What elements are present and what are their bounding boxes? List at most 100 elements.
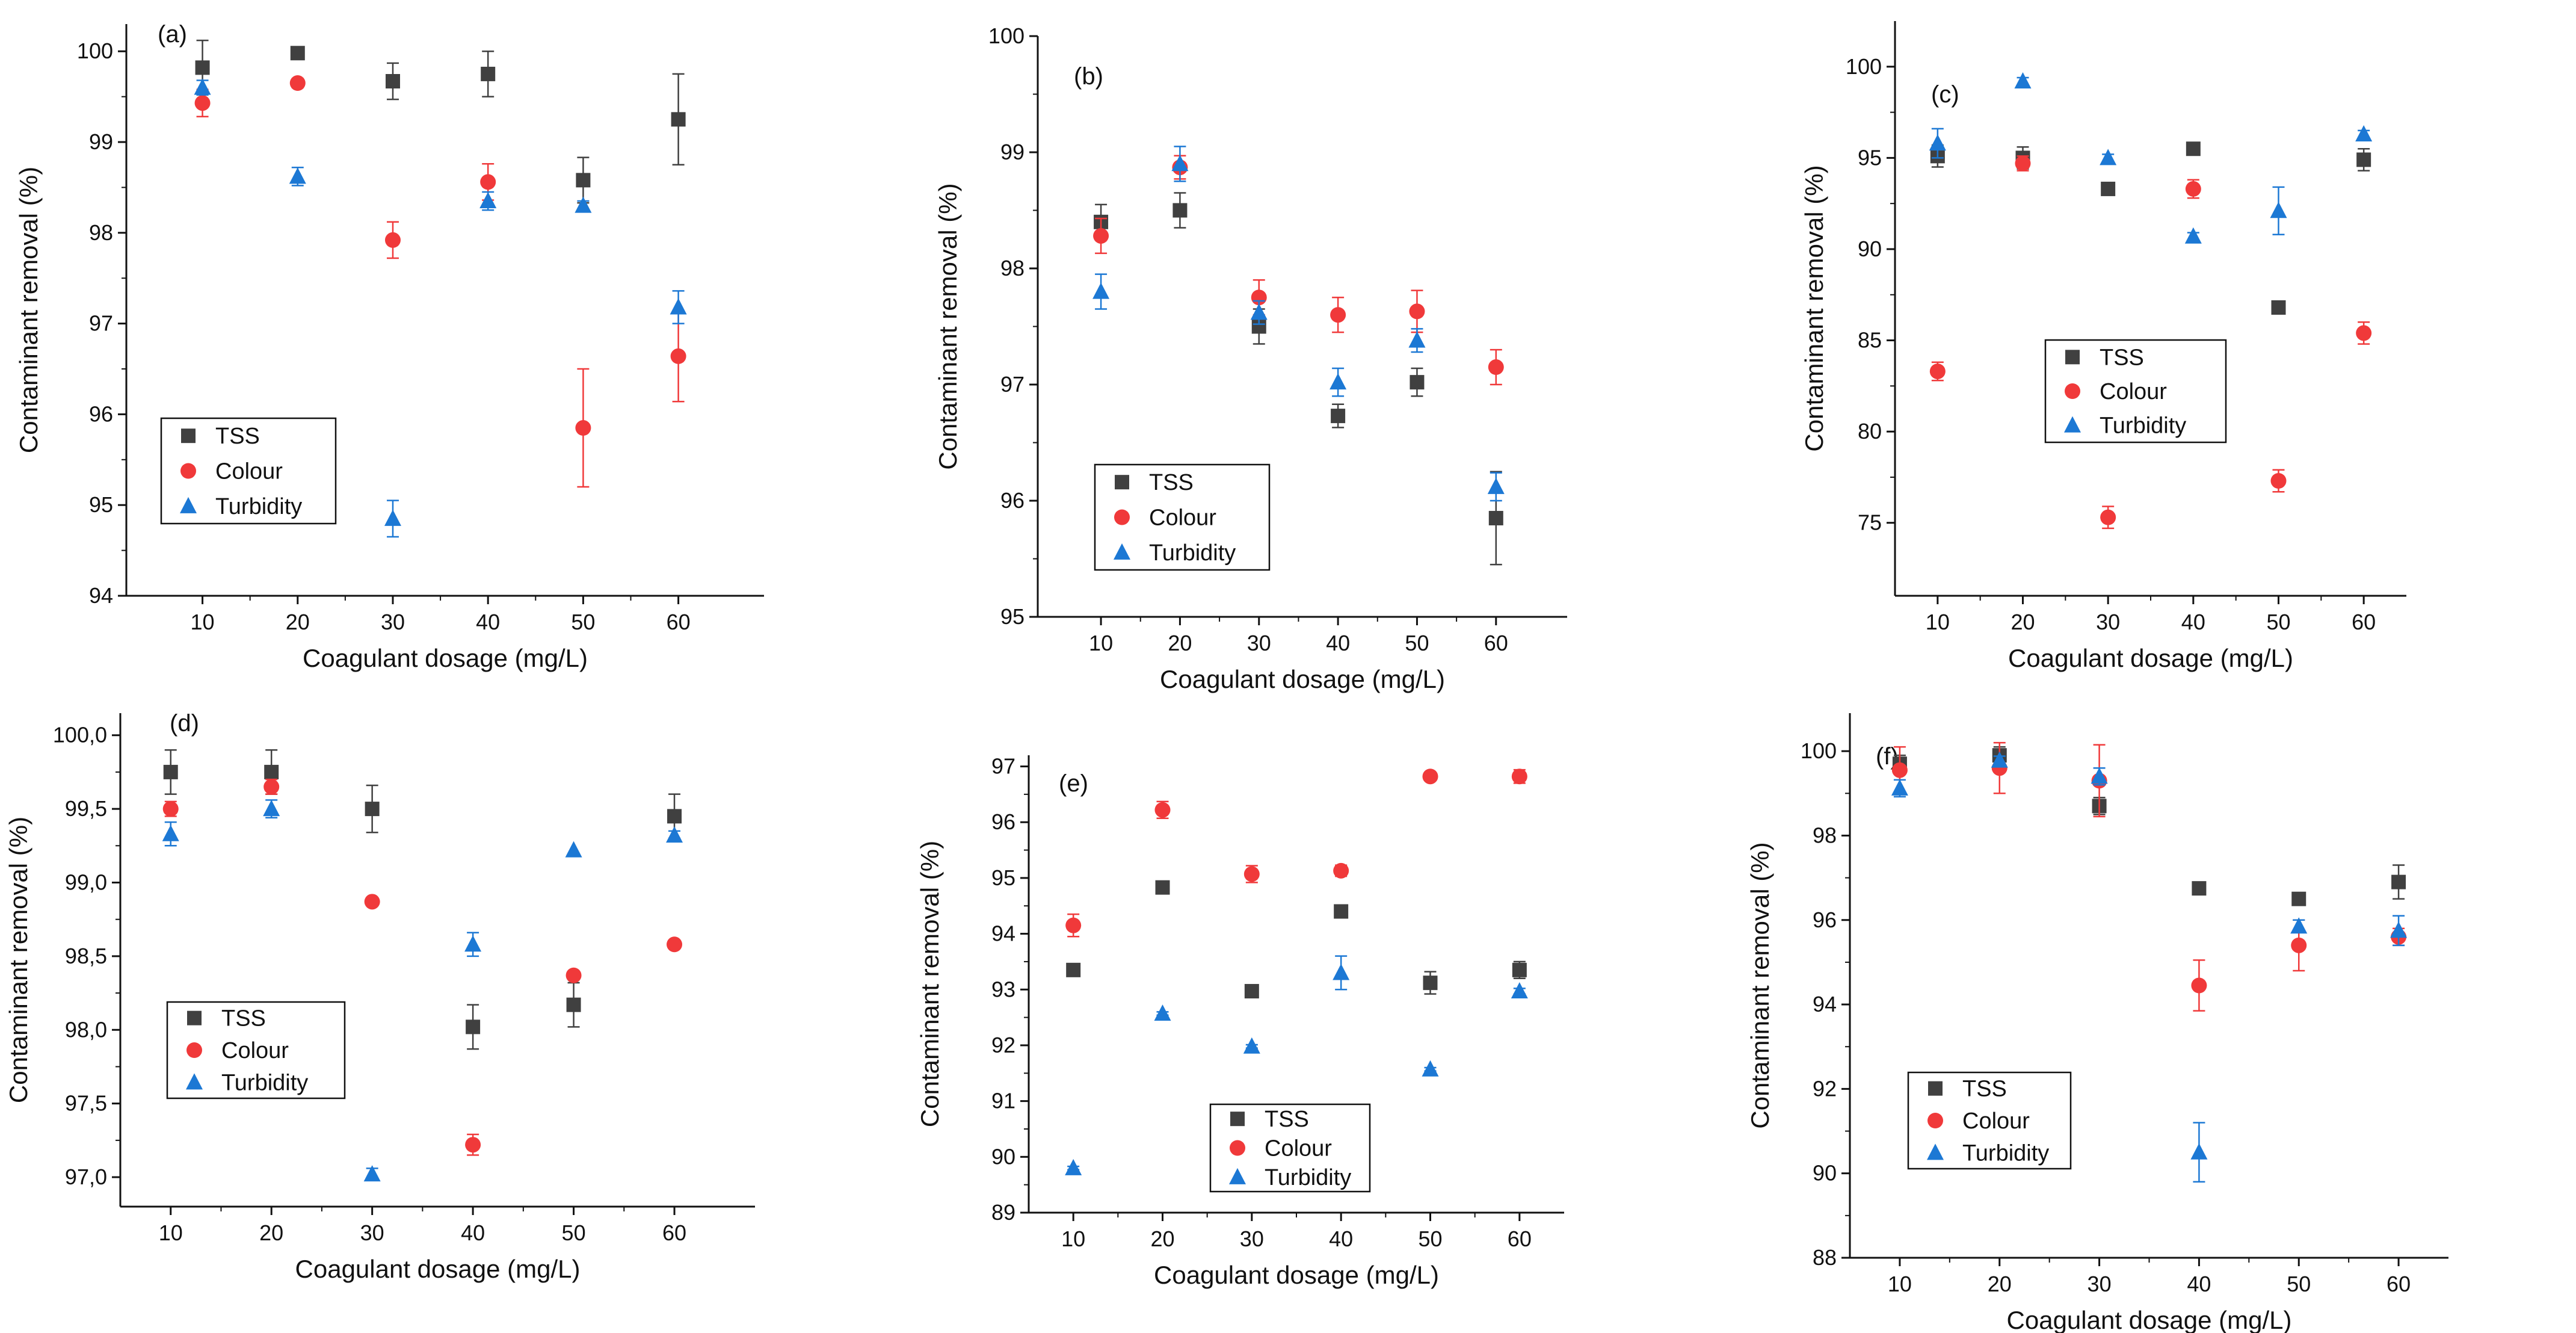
x-tick-label: 60	[1508, 1226, 1532, 1251]
x-axis-title: Coagulant dosage (mg/L)	[2008, 644, 2293, 672]
data-point-turbidity	[2290, 917, 2308, 934]
data-point-turbidity	[2014, 72, 2032, 89]
legend-marker-colour	[1927, 1113, 1943, 1128]
data-point-colour	[1093, 227, 1109, 244]
panel-label: (a)	[158, 21, 187, 48]
x-tick-label: 40	[461, 1220, 485, 1245]
data-point-colour	[2191, 977, 2207, 994]
x-tick-label: 50	[2287, 1272, 2311, 1296]
x-tick-label: 10	[1061, 1226, 1085, 1251]
data-point-colour	[2100, 509, 2116, 525]
y-tick-label: 94	[1813, 992, 1837, 1016]
data-point-colour	[2015, 155, 2031, 172]
data-point-tss	[365, 802, 380, 817]
data-point-tss	[2356, 152, 2371, 167]
legend-marker-colour	[2065, 383, 2080, 399]
data-point-tss	[1244, 984, 1259, 999]
x-tick-label: 40	[2181, 610, 2205, 634]
legend: TSS Colour Turbidity	[166, 1001, 346, 1099]
data-point-turbidity	[194, 78, 211, 95]
data-point-tss	[1423, 976, 1438, 991]
data-point-turbidity	[2091, 767, 2108, 784]
panel-label: (b)	[1074, 63, 1103, 90]
y-tick-label: 91	[991, 1089, 1015, 1113]
x-axis-title: Coagulant dosage (mg/L)	[303, 644, 588, 672]
x-axis-title: Coagulant dosage (mg/L)	[2007, 1306, 2292, 1333]
y-tick-label: 95	[991, 865, 1015, 890]
data-point-tss	[195, 60, 210, 75]
series-tss	[1892, 746, 2406, 906]
data-point-turbidity	[2100, 149, 2117, 165]
x-tick-label: 10	[1089, 631, 1113, 655]
data-point-turbidity	[1243, 1037, 1260, 1054]
x-axis-title: Coagulant dosage (mg/L)	[1160, 665, 1445, 693]
series-colour	[1093, 155, 1504, 386]
series-turbidity	[1929, 72, 2373, 244]
data-point-colour	[465, 1137, 481, 1153]
x-tick-label: 40	[2187, 1272, 2211, 1296]
x-tick-label: 20	[1988, 1272, 2012, 1296]
y-tick-label: 95	[1000, 604, 1025, 629]
y-tick-label: 95	[1858, 145, 1882, 170]
panel-a: 10 20 30 40 50 60 94 95 96 97 98 99 100 Coagulant dos…	[14, 21, 764, 672]
legend-label: TSS	[2100, 345, 2144, 370]
data-point-tss	[1155, 880, 1170, 895]
series-turbidity	[1891, 751, 2408, 1183]
y-tick-label: 98	[1000, 256, 1025, 280]
data-point-turbidity	[1250, 303, 1268, 320]
data-point-colour	[1065, 917, 1082, 933]
data-point-tss	[1066, 962, 1081, 977]
data-point-colour	[2270, 473, 2287, 489]
panel-e: 10 20 30 40 50 60 89 90 91 92 93 94 95 96 97 Coagulant …	[916, 754, 1564, 1289]
x-tick-label: 40	[1326, 631, 1350, 655]
data-point-colour	[1154, 802, 1171, 818]
data-point-turbidity	[1511, 982, 1528, 999]
data-point-turbidity	[1422, 1060, 1439, 1077]
x-tick-label: 20	[286, 610, 310, 634]
data-point-turbidity	[263, 800, 280, 817]
data-point-tss	[566, 997, 581, 1012]
data-point-turbidity	[2270, 202, 2287, 218]
data-point-turbidity	[1929, 134, 1946, 151]
legend: TSS Colour Turbidity	[160, 417, 337, 525]
x-tick-label: 10	[1926, 610, 1950, 634]
y-tick-label: 96	[1813, 908, 1837, 932]
y-tick-label: 90	[1858, 237, 1882, 261]
y-tick-label: 98	[1813, 823, 1837, 847]
x-tick-label: 20	[259, 1220, 283, 1245]
series-turbidity	[1092, 146, 1505, 502]
x-tick-label: 40	[476, 610, 500, 634]
panel-d: 10 20 30 40 50 60 97,0 97,5 98,0 98,5 99,0 99,5 100,…	[4, 710, 755, 1283]
legend-label: Turbidity	[221, 1070, 308, 1095]
y-tick-label: 85	[1858, 328, 1882, 353]
x-tick-label: 10	[1888, 1272, 1912, 1296]
data-point-colour	[480, 174, 496, 190]
x-axis-title: Coagulant dosage (mg/L)	[1154, 1261, 1439, 1289]
series-turbidity	[1065, 955, 1528, 1175]
legend-label: Turbidity	[2100, 413, 2186, 439]
data-point-colour	[565, 967, 582, 983]
legend: TSS Colour Turbidity	[2044, 339, 2227, 444]
data-point-colour	[1333, 862, 1349, 879]
y-tick-label: 96	[89, 401, 113, 426]
x-tick-label: 20	[1150, 1226, 1174, 1251]
legend-label: TSS	[1265, 1107, 1309, 1132]
x-tick-label: 60	[667, 610, 691, 634]
data-point-colour	[575, 420, 591, 436]
panel-f: 10 20 30 40 50 60 88 90 92 94 96 98 100 Coagulant dos…	[1746, 713, 2448, 1333]
y-axis-title: Contaminant removal (%)	[916, 841, 944, 1127]
series-colour	[1929, 155, 2372, 530]
y-tick-label: 99,5	[65, 796, 107, 821]
y-tick-label: 96	[1000, 488, 1025, 513]
data-point-turbidity	[1408, 331, 1426, 348]
y-tick-label: 97	[991, 754, 1015, 779]
data-point-tss	[576, 173, 591, 188]
data-point-turbidity	[363, 1165, 381, 1182]
x-tick-label: 30	[1247, 631, 1271, 655]
data-point-colour	[384, 232, 401, 248]
y-tick-label: 97	[1000, 372, 1025, 397]
legend-marker-tss	[2065, 350, 2080, 365]
data-point-colour	[1330, 307, 1346, 323]
x-tick-label: 60	[1484, 631, 1508, 655]
legend-label: Turbidity	[1149, 540, 1236, 566]
